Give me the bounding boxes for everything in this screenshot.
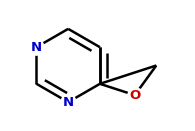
Text: N: N xyxy=(31,41,42,54)
Text: N: N xyxy=(63,96,74,109)
Text: O: O xyxy=(129,89,140,102)
